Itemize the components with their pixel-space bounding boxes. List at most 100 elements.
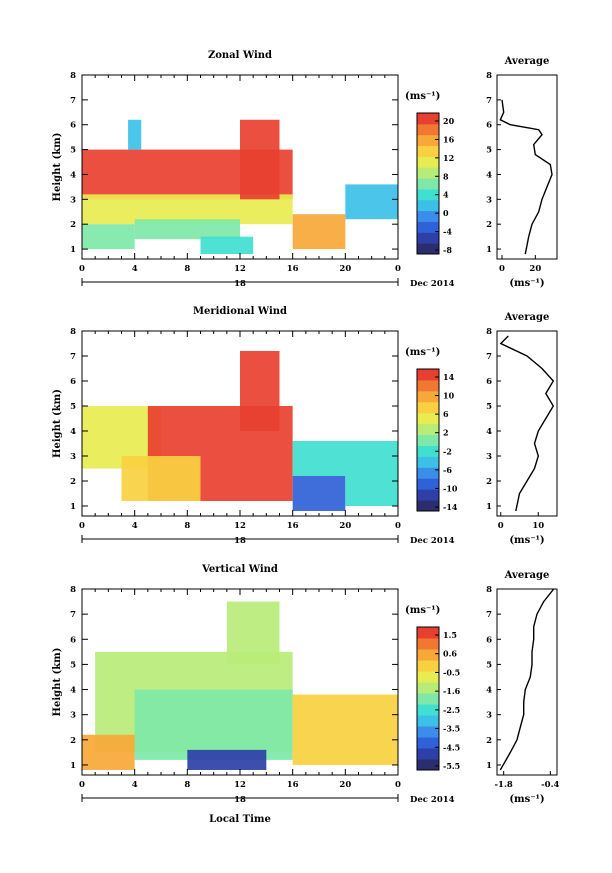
colorbar-frame — [416, 626, 440, 771]
average-x-tick-label: 20 — [529, 264, 541, 274]
heatmap-cell — [226, 601, 280, 665]
heatmap-cell — [187, 749, 267, 770]
colorbar-tick-label: 12 — [443, 153, 454, 163]
colorbar-swatch — [417, 412, 439, 425]
x-axis-label: Local Time — [209, 814, 271, 825]
colorbar-swatch — [417, 221, 439, 233]
colorbar-swatch — [417, 390, 439, 403]
x-tick-label: 20 — [339, 521, 351, 531]
colorbar-tick-label: -4.5 — [443, 742, 460, 752]
colorbar-swatch — [417, 445, 439, 457]
average-y-tick-label: 6 — [486, 121, 492, 131]
heatmap-cell — [292, 476, 346, 511]
heatmap-cell — [134, 689, 293, 760]
average-y-tick-label: 4 — [486, 427, 492, 437]
date-suffix: Dec 2014 — [410, 795, 455, 805]
heatmap-cell — [240, 351, 280, 431]
y-tick-label: 3 — [70, 452, 76, 462]
colorbar-swatch — [417, 156, 439, 168]
colorbar-swatch — [417, 704, 439, 716]
colorbar-swatch — [417, 134, 439, 147]
colorbar-tick-label: -14 — [443, 502, 458, 512]
average-frame — [496, 330, 558, 517]
colorbar-tick-label: 0.6 — [443, 649, 457, 659]
average-title: Average — [504, 56, 550, 67]
colorbar-swatch — [417, 737, 439, 749]
y-tick-label: 1 — [70, 761, 76, 771]
colorbar-unit: (ms⁻¹) — [405, 605, 440, 616]
x-tick-label: 16 — [287, 780, 299, 790]
x-tick-label: 12 — [234, 521, 246, 531]
colorbar-tick-label: -0.5 — [443, 667, 460, 677]
panel-title: Vertical Wind — [201, 564, 278, 575]
average-y-tick-label: 3 — [486, 452, 492, 462]
colorbar-tick-label: 6 — [443, 409, 449, 419]
colorbar-swatch — [417, 660, 439, 672]
y-tick-label: 3 — [70, 711, 76, 721]
colorbar-swatch — [417, 210, 439, 222]
average-y-tick-label: 7 — [486, 610, 492, 620]
colorbar-tick-label: -2.5 — [443, 705, 460, 715]
colorbar-swatch — [417, 693, 439, 705]
colorbar-tick-label: 2 — [443, 428, 449, 438]
colorbar-swatch — [417, 434, 439, 446]
y-tick-label: 8 — [70, 327, 76, 337]
colorbar-tick-label: -1.6 — [443, 686, 461, 696]
heatmap-fields — [82, 601, 398, 770]
colorbar-swatch — [417, 243, 439, 255]
average-y-tick-label: 2 — [486, 736, 492, 746]
y-tick-label: 4 — [70, 686, 76, 696]
colorbar-swatch — [417, 715, 439, 727]
y-tick-label: 1 — [70, 502, 76, 512]
colorbar-swatch — [417, 369, 439, 381]
colorbar-swatch — [417, 500, 439, 512]
average-x-label: (ms⁻¹) — [509, 794, 544, 805]
date-label: 18 — [234, 536, 246, 546]
average-y-tick-label: 3 — [486, 711, 492, 721]
colorbar-tick-label: 16 — [443, 134, 455, 144]
x-tick-label: 16 — [287, 521, 299, 531]
y-tick-label: 5 — [70, 660, 76, 670]
x-tick-label: 12 — [234, 264, 246, 274]
colorbar-tick-label: -4 — [443, 227, 452, 237]
date-label: 18 — [234, 279, 246, 289]
colorbar-swatch — [417, 748, 439, 760]
x-tick-label: 8 — [184, 264, 190, 274]
colorbar-tick-label: 20 — [443, 116, 455, 126]
x-tick-label: 0 — [79, 264, 85, 274]
colorbar-swatch — [417, 113, 439, 125]
heatmap-cell — [240, 119, 280, 200]
average-frame — [496, 588, 558, 776]
x-tick-label: 4 — [132, 264, 138, 274]
x-tick-label: 0 — [79, 780, 85, 790]
heatmap-fields — [82, 119, 398, 255]
y-tick-label: 5 — [70, 402, 76, 412]
y-tick-label: 3 — [70, 195, 76, 205]
colorbar-swatch — [417, 423, 439, 436]
average-y-tick-label: 7 — [486, 352, 492, 362]
colorbar-frame — [416, 368, 440, 512]
colorbar-swatch — [417, 726, 439, 738]
colorbar-swatch — [417, 671, 439, 683]
heatmap-cell — [345, 184, 398, 220]
colorbar-swatch — [417, 627, 439, 639]
colorbar-swatch — [417, 178, 439, 190]
average-y-tick-label: 4 — [486, 686, 492, 696]
x-tick-label: 8 — [184, 780, 190, 790]
average-y-tick-label: 8 — [486, 327, 492, 337]
y-tick-label: 7 — [70, 96, 76, 106]
x-tick-label: 0 — [395, 521, 401, 531]
colorbar-swatch — [417, 456, 439, 468]
y-tick-label: 6 — [70, 377, 76, 387]
colorbar-swatch — [417, 199, 439, 212]
colorbar-tick-label: -5.5 — [443, 761, 460, 771]
colorbar-tick-label: -10 — [443, 483, 458, 493]
average-y-tick-label: 5 — [486, 146, 492, 156]
colorbar-swatch — [417, 649, 439, 661]
date-label: 18 — [234, 795, 246, 805]
average-x-tick-label: 0 — [498, 521, 504, 531]
average-x-tick-label: -0.4 — [541, 780, 559, 790]
colorbar-tick-label: -2 — [443, 446, 452, 456]
average-y-tick-label: 2 — [486, 477, 492, 487]
colorbar-swatch — [417, 145, 439, 157]
